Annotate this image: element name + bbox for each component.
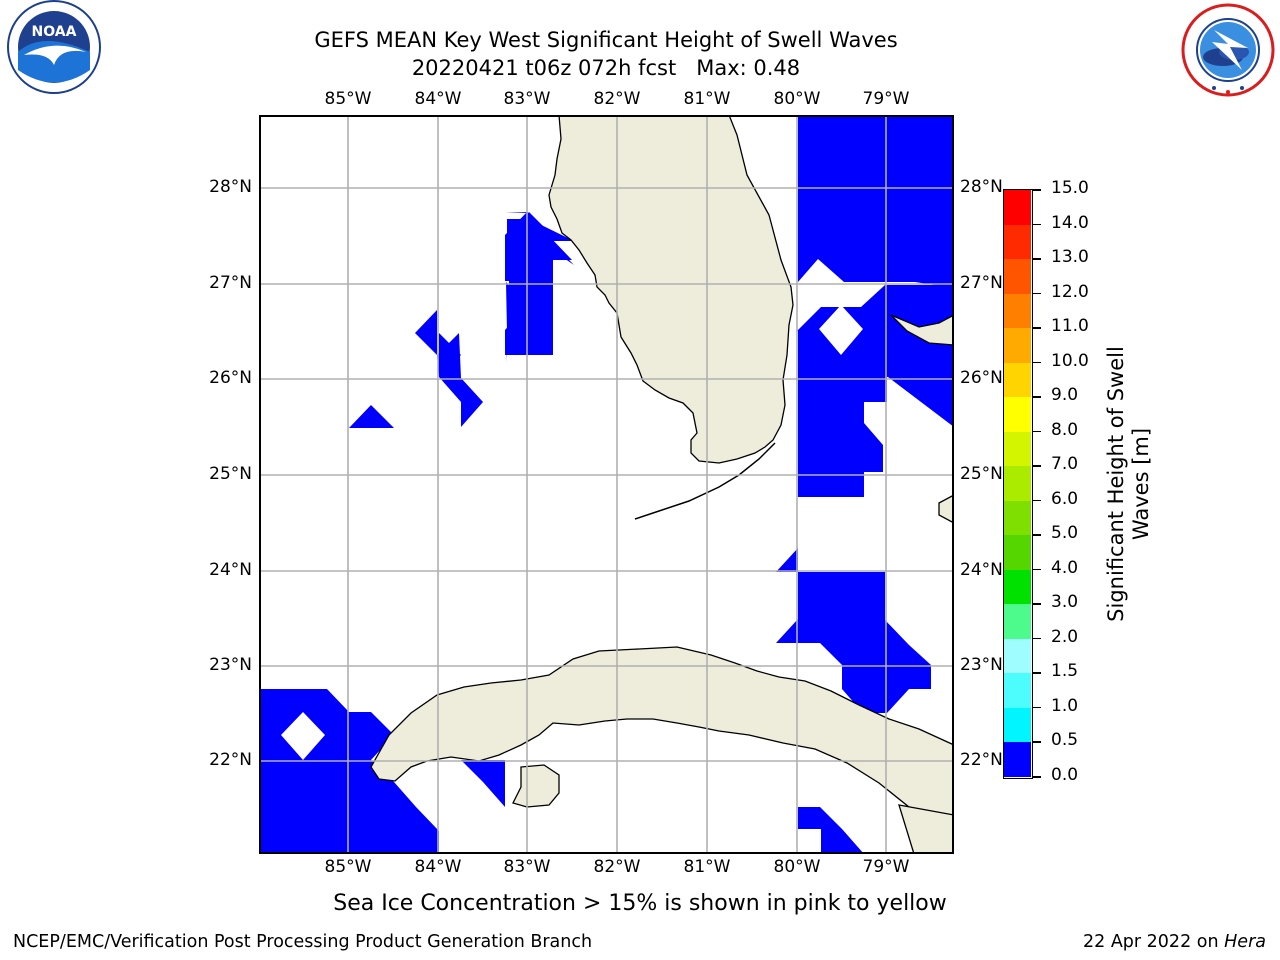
lon-label-bottom: 79°W — [862, 857, 910, 877]
colorbar-segment — [1004, 224, 1031, 260]
colorbar-tick-mark — [1033, 706, 1041, 709]
colorbar-tick-label: 8.0 — [1051, 419, 1079, 440]
colorbar-tick-mark — [1033, 534, 1041, 536]
colorbar-tick-mark — [1033, 327, 1041, 329]
colorbar-segment — [1004, 742, 1031, 778]
colorbar-segment — [1004, 397, 1031, 433]
map-panel — [259, 114, 955, 855]
lat-label-left: 27°N — [209, 273, 252, 293]
colorbar-segment — [1004, 259, 1031, 295]
colorbar-tick-label: 1.0 — [1051, 695, 1079, 716]
colorbar-tick-label: 3.0 — [1051, 592, 1079, 613]
chart-title: GEFS MEAN Key West Significant Height of… — [314, 28, 898, 52]
colorbar-segment — [1004, 500, 1031, 536]
lon-label-bottom: 82°W — [593, 857, 641, 877]
lon-label-top: 82°W — [593, 89, 641, 109]
colorbar-tick-label: 12.0 — [1051, 281, 1089, 302]
lat-label-left: 26°N — [209, 368, 252, 388]
lon-label-top: 83°W — [503, 89, 551, 109]
colorbar-tick-mark — [1033, 223, 1041, 226]
colorbar-tick-label: 7.0 — [1051, 454, 1079, 475]
lat-label-left: 24°N — [209, 560, 252, 580]
colorbar-tick-mark — [1033, 637, 1041, 640]
colorbar-tick-mark — [1033, 603, 1041, 605]
colorbar-segment — [1004, 431, 1031, 467]
colorbar-segment — [1004, 190, 1031, 226]
lon-label-bottom: 83°W — [503, 857, 551, 877]
noaa-logo-text: NOAA — [32, 24, 77, 40]
colorbar-segment — [1004, 362, 1031, 398]
lon-label-bottom: 80°W — [773, 857, 821, 877]
lat-label-right: 26°N — [960, 368, 1003, 388]
lat-label-right: 24°N — [960, 560, 1003, 580]
colorbar-tick-label: 14.0 — [1051, 212, 1089, 233]
lat-label-left: 28°N — [209, 177, 252, 197]
footer-producer: NCEP/EMC/Verification Post Processing Pr… — [13, 932, 593, 952]
colorbar-tick-mark — [1033, 189, 1041, 191]
sea-ice-caption: Sea Ice Concentration > 15% is shown in … — [333, 891, 947, 916]
lat-label-right: 28°N — [960, 177, 1003, 197]
colorbar-tick-label: 2.0 — [1051, 626, 1079, 647]
colorbar-tick-mark — [1033, 741, 1041, 743]
colorbar-segment — [1004, 466, 1031, 502]
lon-label-bottom: 85°W — [324, 857, 372, 877]
colorbar-tick-mark — [1033, 465, 1041, 467]
lat-label-right: 27°N — [960, 273, 1003, 293]
colorbar-tick-label: 6.0 — [1051, 488, 1079, 509]
colorbar-tick-label: 10.0 — [1051, 350, 1089, 371]
map-canvas — [259, 114, 955, 855]
lat-label-right: 25°N — [960, 464, 1003, 484]
colorbar-ticks: 15.0 14.0 13.0 12.0 11.0 10.0 9.0 8.0 7.0 6.0 5.0 4… — [1033, 178, 1113, 785]
colorbar-segment — [1004, 707, 1031, 743]
colorbar-segment — [1004, 569, 1031, 605]
colorbar-tick-mark — [1033, 430, 1041, 433]
lat-label-left: 22°N — [209, 750, 252, 770]
nws-logo — [1178, 0, 1278, 100]
footer-date: 22 Apr 2022 on Hera — [1083, 932, 1266, 952]
colorbar — [1003, 189, 1033, 779]
land — [370, 114, 955, 855]
colorbar-tick-mark — [1033, 396, 1041, 398]
chart-subtitle: 20220421 t06z 072h fcst Max: 0.48 — [411, 56, 801, 80]
colorbar-tick-mark — [1033, 258, 1041, 260]
colorbar-tick-label: 1.5 — [1051, 661, 1079, 682]
lat-label-left: 23°N — [209, 655, 252, 675]
colorbar-label: Significant Height of Swell Waves [m] — [1104, 346, 1153, 622]
lon-label-bottom: 84°W — [414, 857, 462, 877]
colorbar-tick-mark — [1033, 361, 1041, 364]
graticule — [259, 115, 954, 854]
noaa-logo: NOAA — [2, 0, 102, 100]
lon-label-bottom: 81°W — [683, 857, 731, 877]
colorbar-segment — [1004, 604, 1031, 640]
lat-label-right: 22°N — [960, 750, 1003, 770]
colorbar-tick-label: 13.0 — [1051, 247, 1089, 268]
colorbar-segment — [1004, 535, 1031, 571]
colorbar-segment — [1004, 328, 1031, 364]
colorbar-segment — [1004, 673, 1031, 709]
footer-date-text: 22 Apr 2022 on — [1083, 932, 1225, 952]
colorbar-tick-mark — [1033, 776, 1041, 778]
colorbar-tick-label: 0.5 — [1051, 730, 1079, 751]
lon-label-top: 79°W — [862, 89, 910, 109]
footer-machine: Hera — [1224, 932, 1266, 952]
colorbar-tick-mark — [1033, 292, 1041, 295]
lon-label-top: 80°W — [773, 89, 821, 109]
lat-label-left: 25°N — [209, 464, 252, 484]
lon-label-top: 85°W — [324, 89, 372, 109]
lat-label-right: 23°N — [960, 655, 1003, 675]
colorbar-tick-label: 9.0 — [1051, 385, 1079, 406]
lon-label-top: 84°W — [414, 89, 462, 109]
colorbar-tick-label: 0.0 — [1051, 765, 1079, 785]
colorbar-segment — [1004, 293, 1031, 329]
colorbar-tick-mark — [1033, 568, 1041, 571]
colorbar-tick-label: 15.0 — [1051, 178, 1089, 198]
colorbar-segment — [1004, 638, 1031, 674]
colorbar-tick-label: 11.0 — [1051, 316, 1089, 337]
colorbar-tick-mark — [1033, 672, 1041, 674]
colorbar-tick-label: 4.0 — [1051, 557, 1079, 578]
colorbar-tick-mark — [1033, 499, 1041, 502]
lon-label-top: 81°W — [683, 89, 731, 109]
colorbar-tick-label: 5.0 — [1051, 523, 1079, 544]
